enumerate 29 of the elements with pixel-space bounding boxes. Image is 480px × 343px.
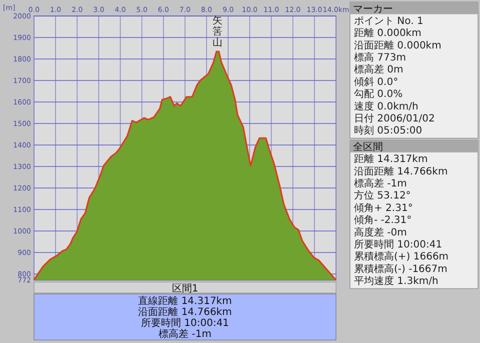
text: 距離 14.317km bbox=[354, 153, 428, 166]
text: 傾角+ 2.31° bbox=[354, 202, 413, 214]
text: 時刻 05:05:00 bbox=[354, 124, 422, 137]
text: 傾斜 0.0° bbox=[354, 76, 398, 88]
text: 標高差 0m bbox=[354, 64, 404, 76]
text: 直線距離 14.317km bbox=[138, 295, 232, 307]
text: 平均速度 1.3km/h bbox=[354, 275, 438, 288]
text: 沿面距離 14.766km bbox=[138, 306, 232, 318]
text: 所要時間 10:00:41 bbox=[354, 238, 442, 250]
text: 沿面距離 14.766km bbox=[354, 165, 448, 178]
text: 勾配 0.0% bbox=[354, 88, 403, 100]
text: 速度 0.0km/h bbox=[354, 100, 418, 112]
text: ポイント No. 1 bbox=[354, 16, 424, 27]
text: 累積標高(+) 1666m bbox=[354, 250, 449, 263]
text: マーカー bbox=[353, 4, 393, 15]
text: 累積標高(-) -1667m bbox=[354, 262, 448, 275]
text: 方位 53.12° bbox=[354, 190, 411, 202]
annotation: 矢筈山 bbox=[212, 14, 222, 48]
text: 全区間 bbox=[353, 141, 383, 154]
text: 所要時間 10:00:41 bbox=[140, 317, 230, 329]
text: 沿面距離 0.000km bbox=[354, 39, 442, 52]
text: 標高差 -1m bbox=[354, 178, 407, 190]
text: 標高 773m bbox=[354, 52, 406, 64]
text: 距離 0.000km bbox=[354, 27, 422, 40]
text: 傾角- -2.31° bbox=[354, 214, 412, 226]
text: 日付 2006/01/02 bbox=[354, 114, 435, 124]
text: 標高差 -1m bbox=[158, 328, 212, 340]
text: 区間1 bbox=[172, 284, 198, 294]
text: 高度差 -0m bbox=[354, 226, 407, 238]
